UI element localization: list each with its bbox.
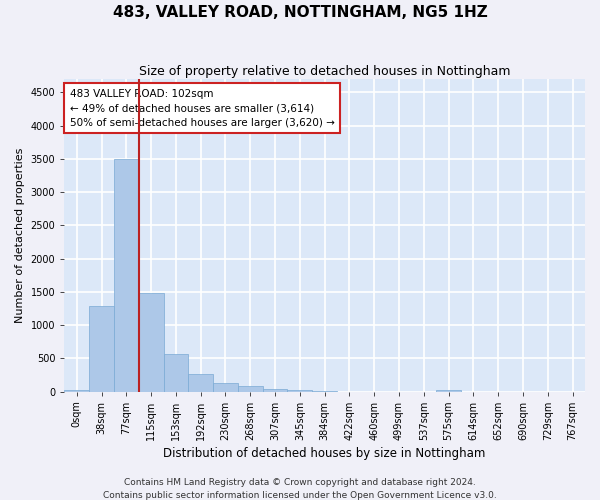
Bar xyxy=(188,374,213,392)
Text: 483, VALLEY ROAD, NOTTINGHAM, NG5 1HZ: 483, VALLEY ROAD, NOTTINGHAM, NG5 1HZ xyxy=(113,5,487,20)
Bar xyxy=(263,388,287,392)
Bar xyxy=(287,390,312,392)
Bar xyxy=(164,354,188,392)
Bar xyxy=(436,390,461,392)
Text: Contains HM Land Registry data © Crown copyright and database right 2024.
Contai: Contains HM Land Registry data © Crown c… xyxy=(103,478,497,500)
Y-axis label: Number of detached properties: Number of detached properties xyxy=(15,148,25,323)
Text: 483 VALLEY ROAD: 102sqm
← 49% of detached houses are smaller (3,614)
50% of semi: 483 VALLEY ROAD: 102sqm ← 49% of detache… xyxy=(70,88,334,128)
Bar xyxy=(139,293,164,392)
Title: Size of property relative to detached houses in Nottingham: Size of property relative to detached ho… xyxy=(139,65,511,78)
Bar xyxy=(213,382,238,392)
Bar xyxy=(238,386,263,392)
X-axis label: Distribution of detached houses by size in Nottingham: Distribution of detached houses by size … xyxy=(163,447,486,460)
Bar xyxy=(114,159,139,392)
Bar xyxy=(89,306,114,392)
Bar xyxy=(64,390,89,392)
